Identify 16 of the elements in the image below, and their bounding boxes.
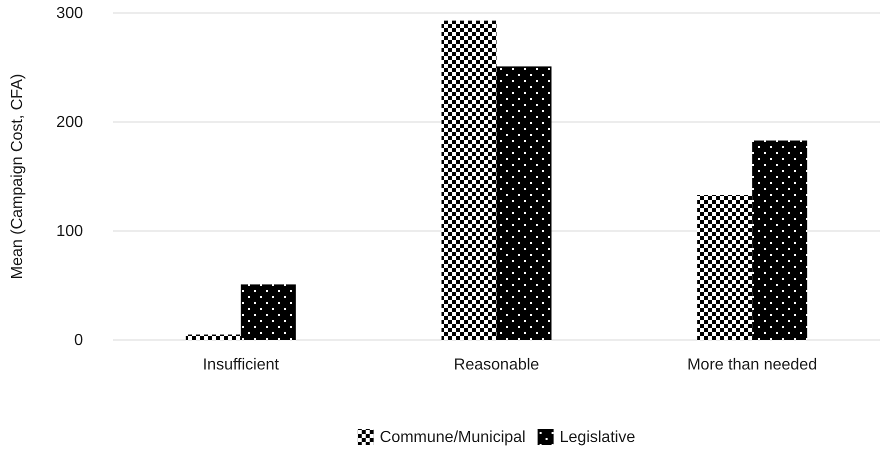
bar	[240, 284, 296, 340]
bar	[496, 66, 552, 340]
bar	[186, 334, 241, 340]
bar	[697, 195, 752, 340]
legend-label: Commune/Municipal	[380, 429, 526, 446]
y-tick-label: 200	[56, 114, 84, 132]
x-tick-label: Insufficient	[202, 356, 280, 374]
y-tick-label: 0	[74, 332, 84, 350]
x-tick-label: Reasonable	[454, 356, 540, 374]
bar	[752, 140, 808, 340]
legend-label: Legislative	[560, 429, 636, 446]
bar	[442, 20, 496, 340]
y-tick-label: 300	[56, 5, 84, 22]
y-tick-label: 100	[56, 223, 84, 240]
x-tick-label: More than needed	[687, 356, 818, 374]
y-axis-title: Mean (Campaign Cost, CFA)	[9, 74, 26, 280]
